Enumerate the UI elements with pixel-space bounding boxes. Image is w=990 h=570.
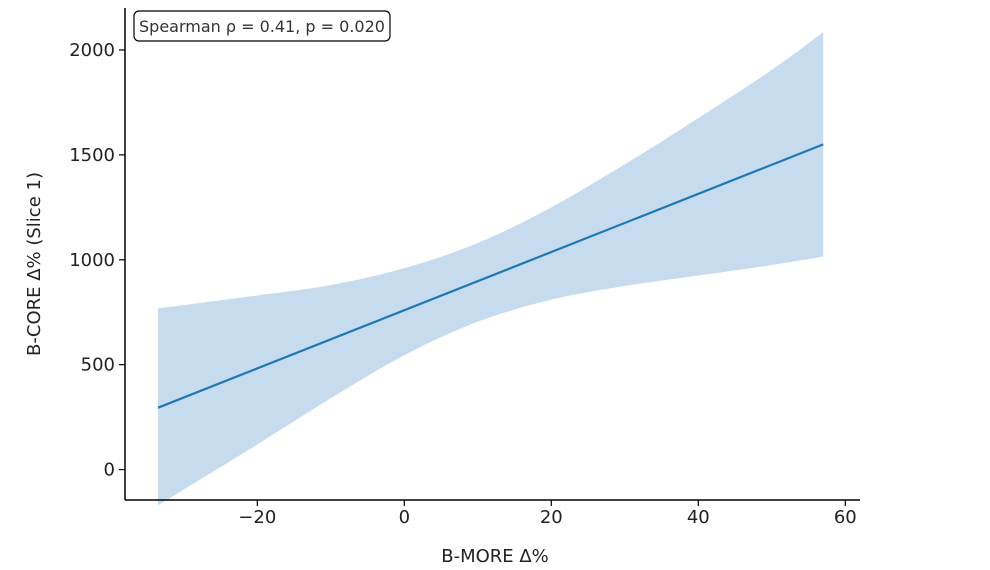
x-tick-label: 40 — [687, 507, 710, 528]
x-tick-label: 20 — [540, 507, 563, 528]
y-tick-label: 1000 — [69, 250, 115, 271]
annotation-text: Spearman ρ = 0.41, p = 0.020 — [139, 17, 385, 36]
y-tick-label: 2000 — [69, 40, 115, 61]
confidence-band — [158, 32, 824, 506]
y-tick-label: 0 — [104, 460, 115, 481]
x-tick-label: 60 — [834, 507, 857, 528]
x-tick-label: −20 — [238, 507, 276, 528]
regression-line-layer — [157, 143, 824, 409]
y-tick-label: 1500 — [69, 145, 115, 166]
annotation-border — [133, 10, 391, 42]
ticks: −20 0 20 40 60 0 500 1000 1500 2000 — [69, 40, 857, 528]
regression-line — [157, 143, 824, 409]
y-tick-label: 500 — [81, 355, 115, 376]
annotation-box: Spearman ρ = 0.41, p = 0.020 — [133, 10, 391, 42]
axes — [124, 8, 860, 501]
x-tick-label: 0 — [399, 507, 410, 528]
y-axis-label: B-CORE Δ% (Slice 1) — [24, 172, 45, 356]
x-axis-label: B-MORE Δ% — [441, 546, 549, 567]
confidence-band-layer — [158, 32, 824, 506]
